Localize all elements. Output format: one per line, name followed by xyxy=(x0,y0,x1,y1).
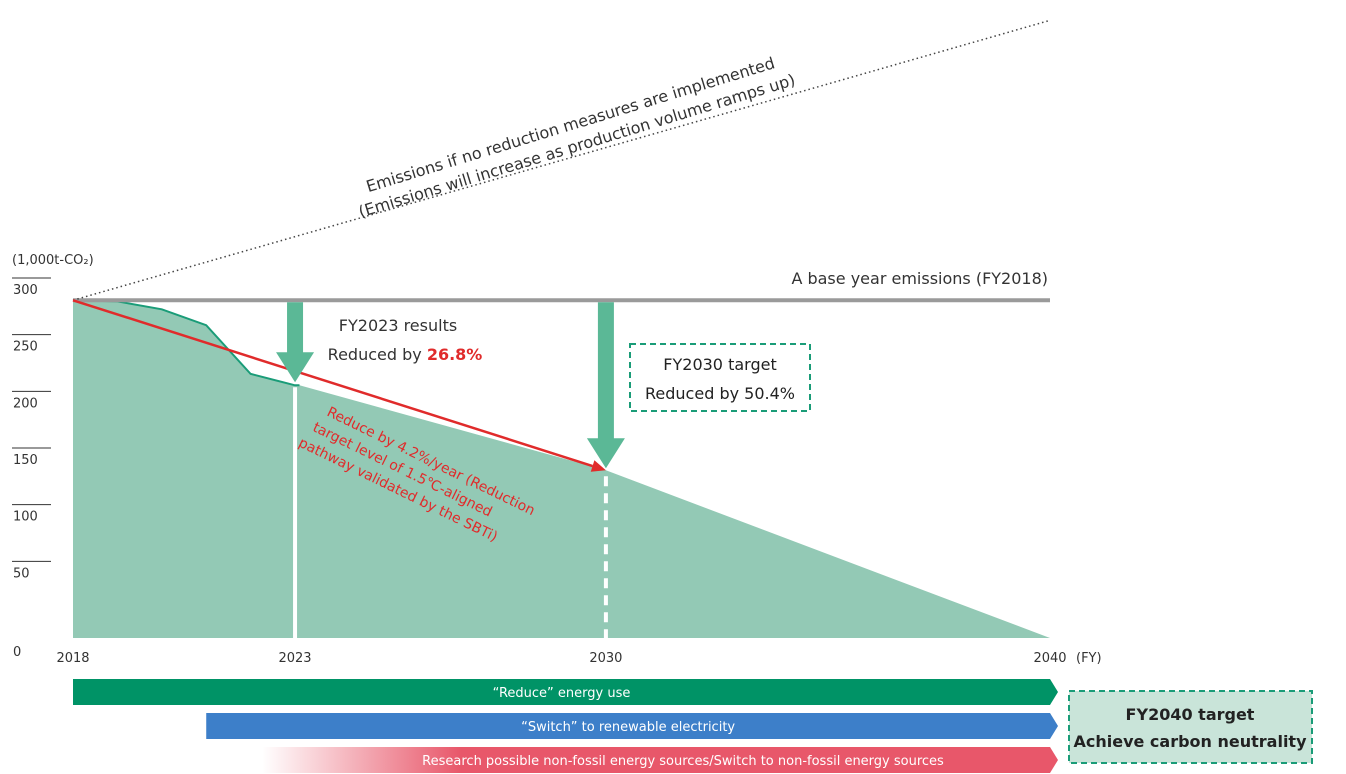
baseline-label: A base year emissions (FY2018) xyxy=(791,269,1048,288)
fy2023-results-value: 26.8% xyxy=(427,345,483,364)
x-tick-label: 2018 xyxy=(56,651,89,666)
y-tick-label: 300 xyxy=(13,283,38,298)
fy2040-target-title: FY2040 target xyxy=(1126,705,1255,724)
y-axis-unit: (1,000t-CO₂) xyxy=(12,253,94,268)
x-axis-ticks: 2018 2023 2030 2040 xyxy=(56,651,1066,666)
fy2023-results-title: FY2023 results xyxy=(339,316,457,335)
fy2023-reduction-arrow xyxy=(276,302,315,383)
projected-emissions-area xyxy=(299,385,1050,638)
fy2030-target-value: Reduced by 50.4% xyxy=(645,384,795,403)
measure-bar-label: “Reduce” energy use xyxy=(493,686,631,701)
y-axis-ticks: 0 50 100 150 200 250 300 xyxy=(12,277,51,660)
measure-bar xyxy=(206,713,1058,739)
fy2040-target-box xyxy=(1068,690,1313,764)
reduction-pathway-arrowhead xyxy=(590,460,606,472)
y-tick-label: 50 xyxy=(13,566,30,581)
x-tick-label: 2023 xyxy=(278,651,311,666)
fy2023-results-prefix: Reduced by xyxy=(328,345,427,364)
bau-dotted-line xyxy=(72,19,1051,301)
x-axis-unit: (FY) xyxy=(1076,651,1102,666)
y-tick-label: 200 xyxy=(13,396,38,411)
y-tick-label: 250 xyxy=(13,340,38,355)
x-tick-label: 2040 xyxy=(1033,651,1066,666)
reduction-pathway-line xyxy=(72,299,593,468)
fy2030-target-box xyxy=(629,343,811,412)
x-tick-label: 2030 xyxy=(589,651,622,666)
y-tick-label: 150 xyxy=(13,453,38,468)
fy2040-target-value: Achieve carbon neutrality xyxy=(1073,732,1307,751)
y-tick-label: 0 xyxy=(13,645,21,660)
bau-label-line1: Emissions if no reduction measures are i… xyxy=(364,53,777,196)
fy2030-target-title: FY2030 target xyxy=(663,355,776,374)
fy2030-reduction-arrow xyxy=(586,302,625,469)
measure-bars: “Reduce” energy use “Switch” to renewable… xyxy=(73,679,1058,773)
bau-label-line2: (Emissions will increase as production v… xyxy=(356,70,797,221)
actual-emissions-area xyxy=(73,300,300,638)
fy2023-results-text: Reduced by 26.8% xyxy=(328,345,483,364)
measure-bar xyxy=(73,679,1058,705)
measure-bar-label: “Switch” to renewable electricity xyxy=(521,720,735,735)
y-tick-label: 100 xyxy=(13,510,38,525)
measure-bar xyxy=(262,747,1058,773)
measure-bar-label: Research possible non-fossil energy sour… xyxy=(422,754,944,769)
